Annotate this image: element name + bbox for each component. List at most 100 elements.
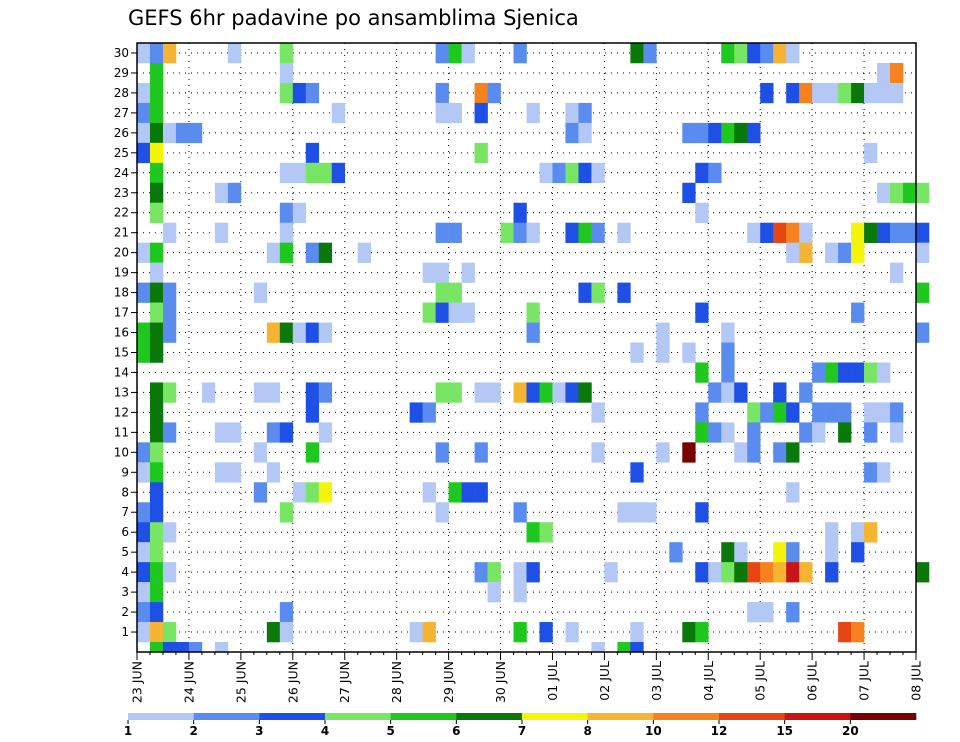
precip-cell bbox=[253, 442, 268, 463]
precip-cell bbox=[916, 282, 930, 303]
precip-cell bbox=[526, 382, 540, 403]
precip-cell bbox=[695, 402, 709, 423]
precip-cell bbox=[773, 562, 787, 583]
legend-label: 7 bbox=[518, 724, 526, 738]
precip-cell bbox=[149, 82, 164, 104]
precip-cell bbox=[448, 43, 462, 64]
precip-cell bbox=[474, 442, 488, 463]
y-tick-label: 8 bbox=[121, 485, 129, 499]
precip-cell bbox=[227, 422, 242, 443]
precip-cell bbox=[448, 222, 462, 243]
precip-cell bbox=[734, 43, 748, 64]
precip-cell bbox=[513, 582, 527, 603]
y-tick-label: 14 bbox=[114, 365, 129, 379]
precip-cell bbox=[227, 462, 242, 483]
precip-cell bbox=[137, 122, 151, 144]
precip-cell bbox=[760, 402, 774, 423]
precip-cell bbox=[838, 622, 852, 643]
x-tick-label: 04 JUL bbox=[701, 661, 716, 701]
precip-cell bbox=[799, 562, 813, 583]
precip-cell bbox=[695, 162, 709, 184]
precip-cell bbox=[279, 422, 294, 443]
precip-cell bbox=[435, 502, 449, 523]
precip-cell bbox=[137, 82, 151, 104]
precip-cell bbox=[838, 422, 852, 443]
precip-cell bbox=[149, 342, 164, 363]
y-tick-label: 15 bbox=[114, 345, 129, 359]
precip-cell bbox=[487, 582, 501, 603]
precip-cell bbox=[513, 222, 527, 243]
precip-cell bbox=[422, 622, 436, 643]
x-tick-label: 24 JUN bbox=[181, 661, 196, 703]
precip-cell bbox=[162, 562, 177, 583]
precip-cell bbox=[760, 562, 774, 583]
precip-cell bbox=[851, 242, 865, 263]
precip-cell bbox=[721, 362, 735, 383]
precip-cell bbox=[292, 202, 307, 224]
precip-cell bbox=[137, 542, 151, 563]
precip-cell bbox=[214, 642, 229, 653]
legend-swatch bbox=[128, 713, 194, 720]
precip-cell bbox=[214, 222, 229, 243]
precip-cell bbox=[786, 82, 800, 104]
precip-cell bbox=[812, 82, 826, 104]
precip-cell bbox=[149, 122, 164, 144]
y-tick-label: 25 bbox=[114, 146, 129, 160]
precip-cell bbox=[487, 562, 501, 583]
precip-cell bbox=[292, 322, 307, 343]
precip-cell bbox=[851, 622, 865, 643]
precip-cell bbox=[890, 262, 904, 283]
precip-cell bbox=[137, 102, 151, 124]
precip-cell bbox=[786, 562, 800, 583]
y-axis-members: 1234567891011121314151617181920212223242… bbox=[114, 46, 137, 639]
precip-cell bbox=[137, 502, 151, 523]
precip-cell bbox=[877, 182, 891, 204]
precip-cell bbox=[877, 462, 891, 483]
x-tick-label: 26 JUN bbox=[285, 661, 300, 703]
precip-cell bbox=[279, 43, 294, 64]
precip-cell bbox=[435, 222, 449, 243]
precip-cell bbox=[253, 282, 268, 303]
precip-cell bbox=[149, 562, 164, 583]
precip-cell bbox=[864, 222, 878, 243]
precip-cell bbox=[773, 43, 787, 64]
precip-cell bbox=[292, 162, 307, 184]
precip-cell bbox=[526, 322, 540, 343]
precip-cell bbox=[760, 43, 774, 64]
precip-cell bbox=[773, 222, 787, 243]
precip-cell bbox=[682, 342, 696, 363]
precip-cell bbox=[851, 222, 865, 243]
precip-cell bbox=[149, 162, 164, 184]
y-tick-label: 5 bbox=[121, 545, 129, 559]
precip-cell bbox=[747, 122, 761, 144]
precip-cell bbox=[305, 142, 320, 164]
precip-cell bbox=[916, 562, 930, 583]
precip-cell bbox=[773, 542, 787, 563]
precip-cell bbox=[799, 422, 813, 443]
precip-cell bbox=[630, 502, 644, 523]
precip-cell bbox=[565, 622, 579, 643]
precip-cell bbox=[448, 382, 462, 403]
chart-title: GEFS 6hr padavine po ansamblima Sjenica bbox=[128, 6, 579, 30]
precip-cell bbox=[435, 102, 449, 124]
precip-cell bbox=[721, 342, 735, 363]
precip-cell bbox=[175, 122, 190, 144]
precip-cell bbox=[838, 242, 852, 263]
precip-cell bbox=[747, 602, 761, 623]
precip-cell bbox=[149, 322, 164, 343]
precip-cell bbox=[292, 82, 307, 104]
precip-cell bbox=[149, 202, 164, 224]
precip-cell bbox=[890, 402, 904, 423]
precip-cell bbox=[799, 222, 813, 243]
precip-cell bbox=[838, 362, 852, 383]
precip-cell bbox=[137, 342, 151, 363]
precipitation-cells bbox=[137, 43, 930, 653]
precip-cell bbox=[137, 282, 151, 303]
precip-cell bbox=[682, 442, 696, 463]
precip-cell bbox=[357, 242, 371, 263]
precip-cell bbox=[877, 82, 891, 104]
precip-cell bbox=[305, 382, 320, 403]
precip-cell bbox=[175, 642, 190, 653]
precip-cell bbox=[591, 442, 605, 463]
precip-cell bbox=[760, 602, 774, 623]
